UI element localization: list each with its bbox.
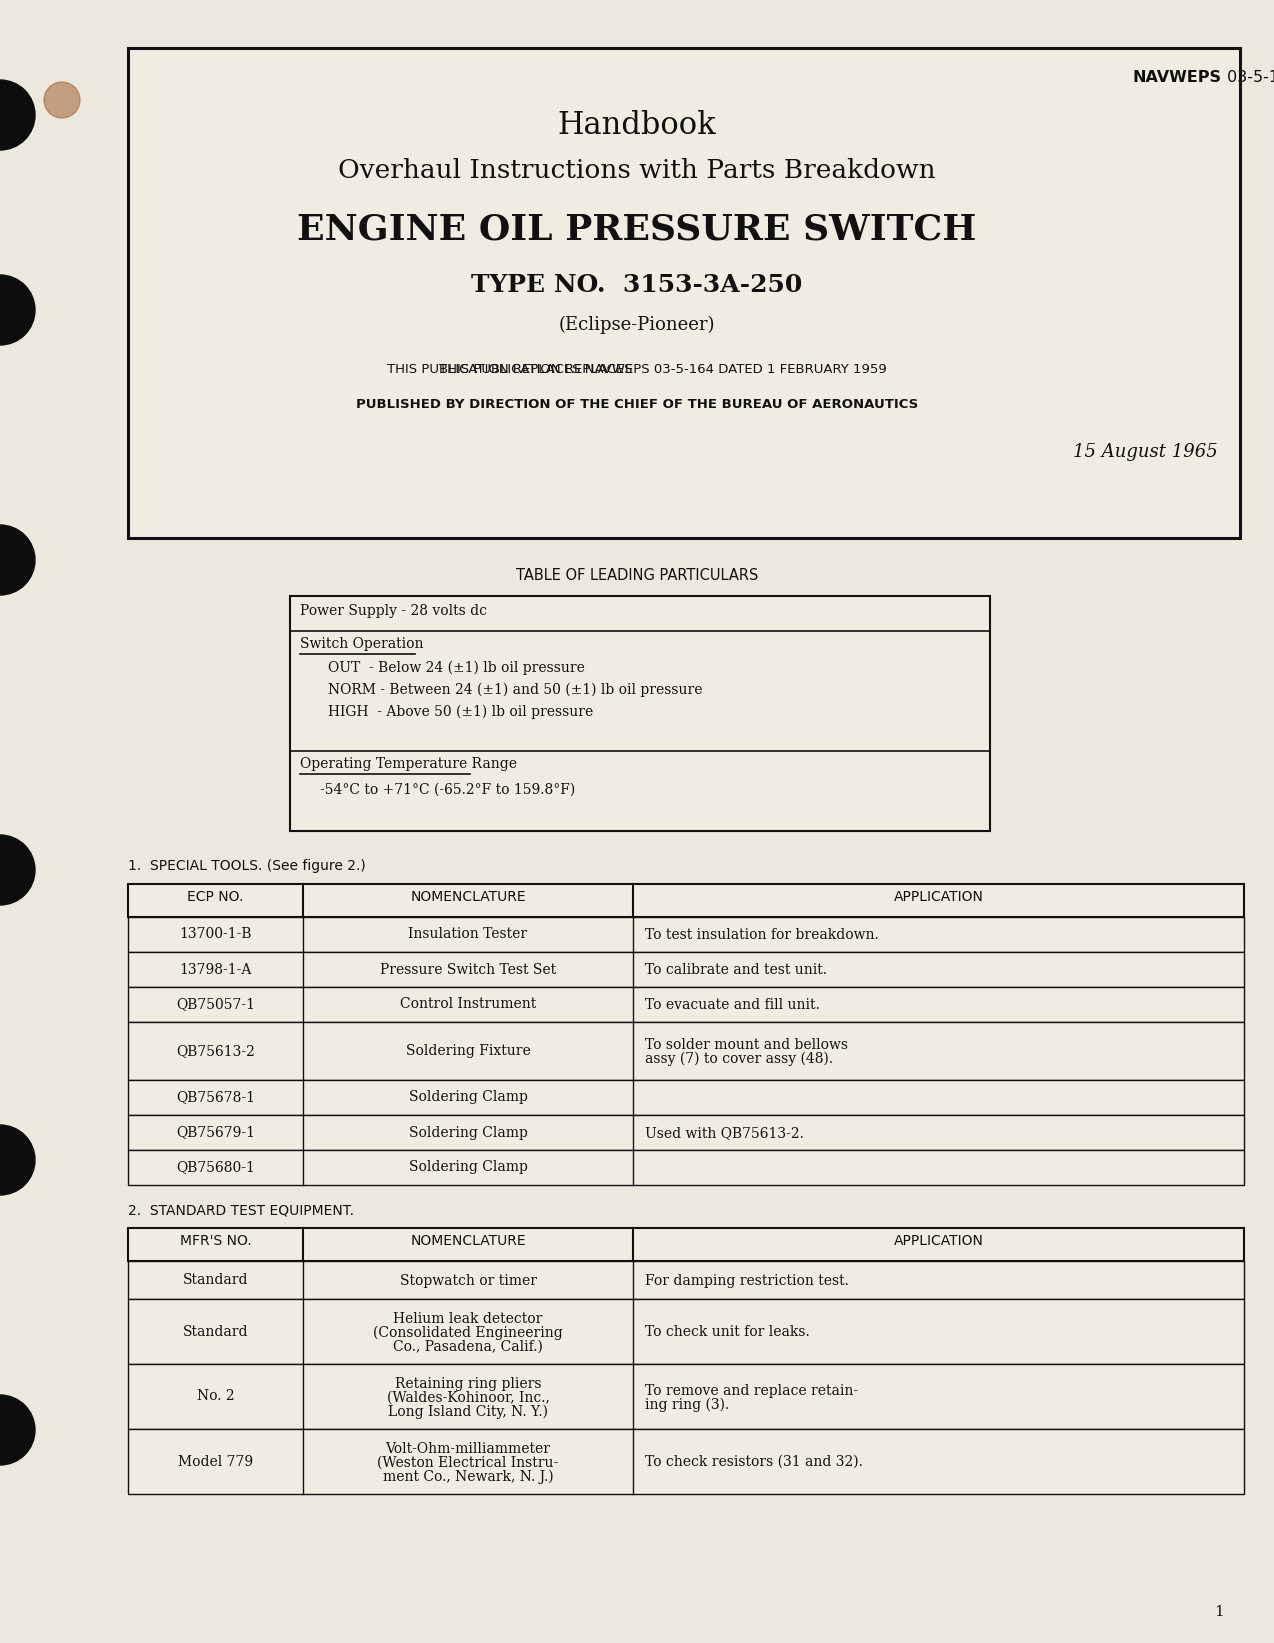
Text: Standard: Standard — [182, 1273, 248, 1286]
Text: Power Supply - 28 volts dc: Power Supply - 28 volts dc — [299, 605, 487, 618]
Bar — [127, 987, 1243, 1022]
Text: APPLICATION: APPLICATION — [893, 891, 984, 904]
Bar — [127, 1022, 1243, 1079]
Bar — [127, 1300, 1243, 1364]
Circle shape — [0, 81, 34, 150]
Circle shape — [0, 835, 34, 905]
Text: (Waldes-Kohinoor, Inc.,: (Waldes-Kohinoor, Inc., — [386, 1392, 549, 1405]
Text: QB75678-1: QB75678-1 — [176, 1091, 255, 1104]
Text: For damping restriction test.: For damping restriction test. — [645, 1273, 848, 1288]
Bar — [127, 48, 1240, 537]
Bar — [127, 1260, 1243, 1300]
Text: 15 August 1965: 15 August 1965 — [1073, 444, 1218, 462]
Text: Soldering Clamp: Soldering Clamp — [409, 1160, 527, 1175]
Text: 13700-1-B: 13700-1-B — [180, 928, 252, 941]
Text: Volt-Ohm-milliammeter: Volt-Ohm-milliammeter — [386, 1443, 550, 1456]
Text: Soldering Clamp: Soldering Clamp — [409, 1125, 527, 1140]
Text: To evacuate and fill unit.: To evacuate and fill unit. — [645, 997, 819, 1012]
Text: Switch Operation: Switch Operation — [299, 637, 423, 651]
Text: To test insulation for breakdown.: To test insulation for breakdown. — [645, 928, 879, 941]
Text: No. 2: No. 2 — [196, 1390, 234, 1403]
Text: ENGINE OIL PRESSURE SWITCH: ENGINE OIL PRESSURE SWITCH — [297, 214, 977, 246]
Text: TABLE OF LEADING PARTICULARS: TABLE OF LEADING PARTICULARS — [516, 568, 758, 583]
Text: THIS PUBLICATION REPLACES NAVWEPS 03-5-164 DATED 1 FEBRUARY 1959: THIS PUBLICATION REPLACES NAVWEPS 03-5-1… — [387, 363, 887, 376]
Text: ECP NO.: ECP NO. — [187, 891, 243, 904]
Text: Helium leak detector: Helium leak detector — [394, 1313, 543, 1326]
Text: Standard: Standard — [182, 1324, 248, 1339]
Circle shape — [45, 82, 80, 118]
Circle shape — [0, 526, 34, 595]
Text: Insulation Tester: Insulation Tester — [409, 928, 527, 941]
Text: Overhaul Instructions with Parts Breakdown: Overhaul Instructions with Parts Breakdo… — [338, 158, 936, 182]
Text: 13798-1-A: 13798-1-A — [180, 963, 252, 976]
Text: QB75057-1: QB75057-1 — [176, 997, 255, 1012]
Text: MFR'S NO.: MFR'S NO. — [180, 1234, 251, 1249]
Text: Soldering Clamp: Soldering Clamp — [409, 1091, 527, 1104]
Text: Handbook: Handbook — [558, 110, 716, 141]
Text: To check resistors (31 and 32).: To check resistors (31 and 32). — [645, 1456, 862, 1469]
Text: HIGH  - Above 50 (±1) lb oil pressure: HIGH - Above 50 (±1) lb oil pressure — [327, 705, 594, 720]
Text: TYPE NO.  3153-3A-250: TYPE NO. 3153-3A-250 — [471, 273, 803, 297]
Bar — [127, 1079, 1243, 1116]
Text: (Weston Electrical Instru-: (Weston Electrical Instru- — [377, 1456, 558, 1470]
Text: Retaining ring pliers: Retaining ring pliers — [395, 1377, 541, 1392]
Text: APPLICATION: APPLICATION — [893, 1234, 984, 1249]
Text: NOMENCLATURE: NOMENCLATURE — [410, 891, 526, 904]
Text: Operating Temperature Range: Operating Temperature Range — [299, 757, 517, 771]
Text: Soldering Fixture: Soldering Fixture — [405, 1043, 530, 1058]
Text: 2.  STANDARD TEST EQUIPMENT.: 2. STANDARD TEST EQUIPMENT. — [127, 1203, 354, 1217]
Bar — [127, 1150, 1243, 1185]
Text: (Consolidated Engineering: (Consolidated Engineering — [373, 1326, 563, 1341]
Bar — [127, 1429, 1243, 1493]
Text: Stopwatch or timer: Stopwatch or timer — [400, 1273, 536, 1288]
Text: To solder mount and bellows: To solder mount and bellows — [645, 1038, 848, 1052]
Bar — [127, 1227, 1243, 1260]
Text: Used with QB75613-2.: Used with QB75613-2. — [645, 1125, 804, 1140]
Text: QB75680-1: QB75680-1 — [176, 1160, 255, 1175]
Text: ing ring (3).: ing ring (3). — [645, 1398, 729, 1411]
Text: 1.  SPECIAL TOOLS. (See figure 2.): 1. SPECIAL TOOLS. (See figure 2.) — [127, 859, 366, 872]
Circle shape — [0, 1125, 34, 1194]
Text: QB75613-2: QB75613-2 — [176, 1043, 255, 1058]
Text: NOMENCLATURE: NOMENCLATURE — [410, 1234, 526, 1249]
Circle shape — [0, 274, 34, 345]
Bar — [290, 596, 990, 831]
Text: Long Island City, N. Y.): Long Island City, N. Y.) — [389, 1405, 548, 1420]
Text: -54°C to +71°C (-65.2°F to 159.8°F): -54°C to +71°C (-65.2°F to 159.8°F) — [320, 784, 576, 797]
Bar — [127, 1116, 1243, 1150]
Text: NAVWEPS: NAVWEPS — [1133, 71, 1222, 85]
Text: 03-5-164: 03-5-164 — [1222, 71, 1274, 85]
Bar — [127, 1364, 1243, 1429]
Bar — [127, 884, 1243, 917]
Text: PUBLISHED BY DIRECTION OF THE CHIEF OF THE BUREAU OF AERONAUTICS: PUBLISHED BY DIRECTION OF THE CHIEF OF T… — [355, 398, 919, 411]
Text: OUT  - Below 24 (±1) lb oil pressure: OUT - Below 24 (±1) lb oil pressure — [327, 660, 585, 675]
Text: To calibrate and test unit.: To calibrate and test unit. — [645, 963, 827, 978]
Text: Pressure Switch Test Set: Pressure Switch Test Set — [380, 963, 555, 976]
Text: Model 779: Model 779 — [178, 1454, 254, 1469]
Text: (Eclipse-Pioneer): (Eclipse-Pioneer) — [559, 315, 715, 334]
Text: assy (7) to cover assy (48).: assy (7) to cover assy (48). — [645, 1052, 833, 1066]
Text: THIS PUBLICATION REPLACES: THIS PUBLICATION REPLACES — [440, 363, 637, 376]
Text: Co., Pasadena, Calif.): Co., Pasadena, Calif.) — [394, 1341, 543, 1354]
Text: NORM - Between 24 (±1) and 50 (±1) lb oil pressure: NORM - Between 24 (±1) and 50 (±1) lb oi… — [327, 683, 702, 697]
Text: QB75679-1: QB75679-1 — [176, 1125, 255, 1140]
Bar — [127, 951, 1243, 987]
Bar — [127, 917, 1243, 951]
Text: To check unit for leaks.: To check unit for leaks. — [645, 1324, 810, 1339]
Text: ment Co., Newark, N. J.): ment Co., Newark, N. J.) — [382, 1470, 553, 1484]
Text: To remove and replace retain-: To remove and replace retain- — [645, 1383, 859, 1398]
Circle shape — [0, 1395, 34, 1466]
Text: Control Instrument: Control Instrument — [400, 997, 536, 1012]
Text: 1: 1 — [1214, 1605, 1224, 1618]
